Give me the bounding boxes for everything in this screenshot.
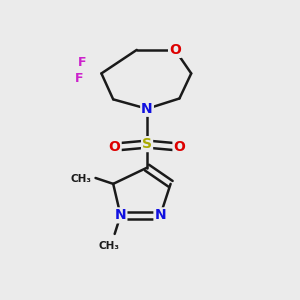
Text: CH₃: CH₃: [98, 241, 119, 251]
Text: N: N: [141, 102, 153, 116]
Text: N: N: [115, 208, 126, 222]
Text: O: O: [109, 140, 121, 154]
Text: F: F: [78, 56, 86, 69]
Text: CH₃: CH₃: [70, 174, 91, 184]
Text: F: F: [75, 72, 84, 85]
Text: S: S: [142, 137, 152, 151]
Text: N: N: [154, 208, 166, 222]
Text: O: O: [173, 140, 185, 154]
Text: O: O: [169, 43, 181, 57]
